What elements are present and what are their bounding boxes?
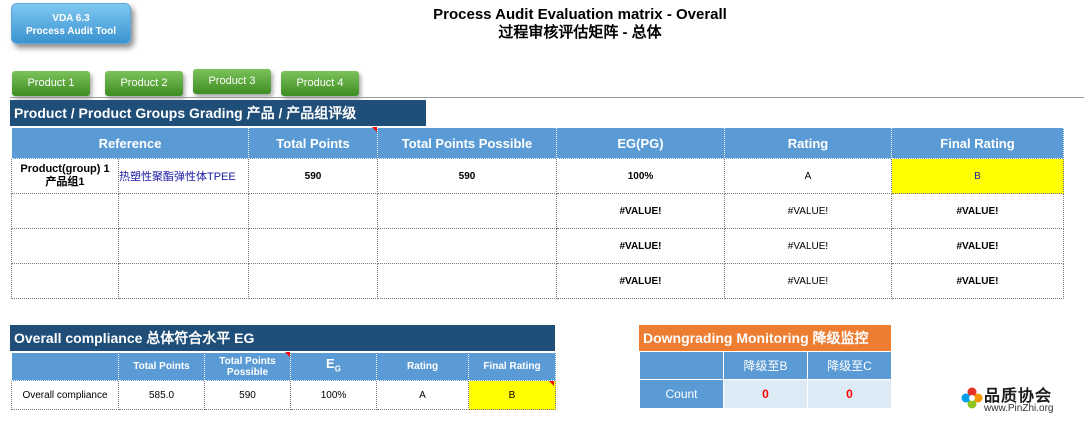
overall-rating[interactable]: A <box>376 380 469 410</box>
col-blank <box>11 352 119 381</box>
page-title: Process Audit Evaluation matrix - Overal… <box>380 6 780 42</box>
title-chinese: 过程审核评估矩阵 - 总体 <box>498 24 662 41</box>
table-row: #VALUE! #VALUE! #VALUE! <box>11 263 1064 299</box>
product-group-name[interactable] <box>11 263 119 299</box>
total-possible-cell[interactable] <box>377 263 557 299</box>
comment-marker <box>285 352 290 357</box>
col-final-rating: Final Rating <box>891 127 1064 159</box>
product-group-name[interactable] <box>11 193 119 229</box>
tool-label-line1: VDA 6.3 <box>52 13 90 24</box>
final-rating-cell[interactable]: #VALUE! <box>891 228 1064 264</box>
divider <box>10 97 1084 98</box>
tab-product-1[interactable]: Product 1 <box>12 71 90 96</box>
product-description[interactable]: 热塑性聚酯弹性体TPEE <box>118 158 249 194</box>
product-grading-table: Reference Total Points Total Points Poss… <box>11 127 1064 299</box>
count-label: Count <box>639 379 724 409</box>
col-total-points: Total Points <box>118 352 205 381</box>
total-points-cell[interactable]: 590 <box>248 158 378 194</box>
overall-eg[interactable]: 100% <box>290 380 377 410</box>
downgrading-table: 降级至B 降级至C Count 0 0 <box>639 351 892 409</box>
col-final-rating: Final Rating <box>468 352 556 381</box>
product-description[interactable] <box>118 228 249 264</box>
col-rating: Rating <box>724 127 892 159</box>
eg-letter: E <box>326 356 335 372</box>
total-possible-cell[interactable] <box>377 228 557 264</box>
col-blank <box>639 351 724 380</box>
product-grading-header: Product / Product Groups Grading 产品 / 产品… <box>10 100 426 126</box>
col-downgrade-to-c: 降级至C <box>807 351 892 380</box>
total-points-cell[interactable] <box>248 228 378 264</box>
col-rating: Rating <box>376 352 469 381</box>
product-group-name[interactable]: Product(group) 1 产品组1 <box>11 158 119 194</box>
col-total-points: Total Points <box>248 127 378 159</box>
overall-compliance-header: Overall compliance 总体符合水平 EG <box>10 325 555 351</box>
eg-cell[interactable]: #VALUE! <box>556 263 725 299</box>
product-description[interactable] <box>118 193 249 229</box>
table-row: Overall compliance 585.0 590 100% A B <box>11 380 556 410</box>
eg-cell[interactable]: 100% <box>556 158 725 194</box>
table-header-row: Total Points Total Points Possible EG Ra… <box>11 352 556 381</box>
brand-watermark: 品质协会 www.PinZhi.org <box>960 382 1082 418</box>
final-rating-cell[interactable]: #VALUE! <box>891 193 1064 229</box>
col-reference: Reference <box>11 127 249 159</box>
eg-subscript: G <box>334 364 341 374</box>
col-total-points-possible: Total Points Possible <box>204 352 291 381</box>
brand-url: www.PinZhi.org <box>984 403 1054 414</box>
overall-total-points[interactable]: 585.0 <box>118 380 205 410</box>
tab-product-3[interactable]: Product 3 <box>193 69 271 94</box>
tool-logo-button[interactable]: VDA 6.3 Process Audit Tool <box>11 3 131 44</box>
comment-marker <box>372 127 377 132</box>
total-possible-cell[interactable] <box>377 193 557 229</box>
table-header-row: 降级至B 降级至C <box>639 351 892 380</box>
rating-cell[interactable]: #VALUE! <box>724 228 892 264</box>
product-description[interactable] <box>118 263 249 299</box>
tool-label-line2: Process Audit Tool <box>25 26 116 37</box>
col-downgrade-to-b: 降级至B <box>723 351 808 380</box>
comment-marker <box>549 381 554 386</box>
total-points-cell[interactable] <box>248 263 378 299</box>
count-to-c[interactable]: 0 <box>807 379 892 409</box>
tab-product-4[interactable]: Product 4 <box>281 71 359 96</box>
overall-compliance-table: Total Points Total Points Possible EG Ra… <box>11 352 556 410</box>
downgrading-header: Downgrading Monitoring 降级监控 <box>639 325 891 351</box>
brand-name: 品质协会 <box>984 388 1053 405</box>
rating-cell[interactable]: #VALUE! <box>724 193 892 229</box>
table-header-row: Reference Total Points Total Points Poss… <box>11 127 1064 159</box>
final-rating-cell[interactable]: #VALUE! <box>891 263 1064 299</box>
table-row: Count 0 0 <box>639 379 892 409</box>
final-rating-cell[interactable]: B <box>891 158 1064 194</box>
col-total-points-possible: Total Points Possible <box>377 127 557 159</box>
table-row: Product(group) 1 产品组1 热塑性聚酯弹性体TPEE 590 5… <box>11 158 1064 194</box>
total-points-cell[interactable] <box>248 193 378 229</box>
table-row: #VALUE! #VALUE! #VALUE! <box>11 193 1064 229</box>
title-english: Process Audit Evaluation matrix - Overal… <box>433 6 727 23</box>
eg-cell[interactable]: #VALUE! <box>556 193 725 229</box>
overall-total-possible[interactable]: 590 <box>204 380 291 410</box>
total-possible-cell[interactable]: 590 <box>377 158 557 194</box>
col-eg-pg: EG(PG) <box>556 127 725 159</box>
tab-product-2[interactable]: Product 2 <box>105 71 183 96</box>
flower-logo-icon <box>961 387 983 409</box>
count-to-b[interactable]: 0 <box>723 379 808 409</box>
col-eg: EG <box>290 352 377 381</box>
rating-cell[interactable]: #VALUE! <box>724 263 892 299</box>
overall-final-rating[interactable]: B <box>468 380 556 410</box>
product-group-name[interactable] <box>11 228 119 264</box>
table-row: #VALUE! #VALUE! #VALUE! <box>11 228 1064 264</box>
rating-cell[interactable]: A <box>724 158 892 194</box>
overall-label: Overall compliance <box>11 380 119 410</box>
eg-cell[interactable]: #VALUE! <box>556 228 725 264</box>
